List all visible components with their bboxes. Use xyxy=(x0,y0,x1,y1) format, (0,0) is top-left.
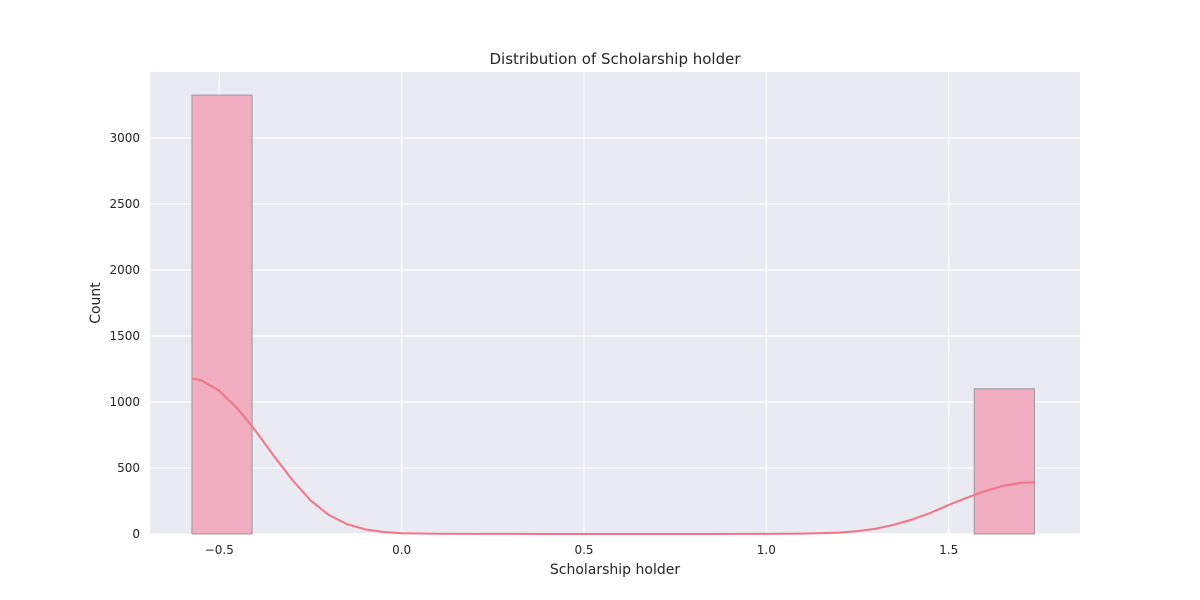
histogram-bar xyxy=(191,94,253,535)
x-axis-label: Scholarship holder xyxy=(550,562,680,578)
x-tick-label: 1.5 xyxy=(939,543,958,557)
chart-title: Distribution of Scholarship holder xyxy=(489,50,741,68)
x-tick-label: 0.5 xyxy=(574,543,593,557)
y-tick-label: 500 xyxy=(117,461,140,475)
y-axis-ticks: 0 500 1000 1500 2000 2500 3000 xyxy=(109,131,140,541)
y-tick-label: 1500 xyxy=(109,329,140,343)
kde-curve xyxy=(191,377,1035,535)
y-tick-label: 3000 xyxy=(109,131,140,145)
x-tick-label: 0.0 xyxy=(392,543,411,557)
x-tick-label: 1.0 xyxy=(757,543,776,557)
y-tick-label: 1000 xyxy=(109,395,140,409)
histogram-bars xyxy=(191,94,1035,535)
x-tick-label: −0.5 xyxy=(205,543,234,557)
x-axis-ticks: −0.5 0.0 0.5 1.0 1.5 xyxy=(205,543,959,557)
histogram-bar xyxy=(973,388,1035,535)
y-tick-label: 2500 xyxy=(109,197,140,211)
plot-area xyxy=(150,72,1080,534)
y-tick-label: 0 xyxy=(132,527,140,541)
y-tick-label: 2000 xyxy=(109,263,140,277)
y-axis-label: Count xyxy=(88,282,104,324)
